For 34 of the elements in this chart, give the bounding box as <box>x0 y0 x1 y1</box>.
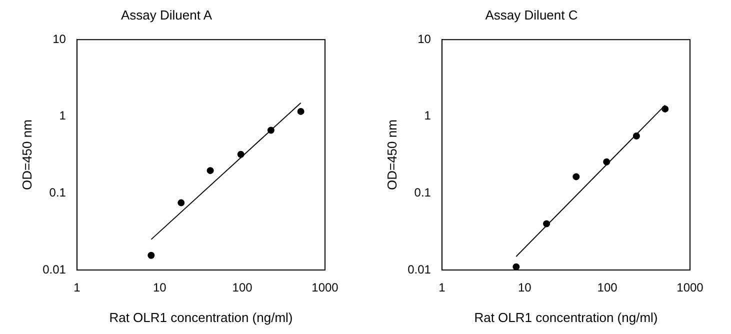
x-axis-title: Rat OLR1 concentration (ng/ml) <box>474 310 658 325</box>
x-axis-title: Rat OLR1 concentration (ng/ml) <box>109 310 293 325</box>
x-tick-label: 100 <box>232 280 253 295</box>
y-tick-label: 0.01 <box>408 262 432 276</box>
x-tick-label: 10 <box>518 280 532 295</box>
point <box>603 158 610 166</box>
chart-title: Assay Diluent C <box>485 7 578 22</box>
y-axis-title: OD=450 nm <box>19 120 34 190</box>
point <box>572 173 580 180</box>
y-axis-title: OD=450 nm <box>384 120 400 190</box>
chart-title: Assay Diluent A <box>120 7 212 22</box>
point <box>206 167 214 174</box>
y-tick-label: 10 <box>418 32 432 46</box>
y-tick-label: 0.01 <box>42 262 66 276</box>
y-tick-label: 10 <box>52 32 66 46</box>
y-tick-label: 0.1 <box>414 186 432 200</box>
point <box>543 220 550 228</box>
y-tick-label: 0.1 <box>49 186 66 200</box>
x-tick-label: 1000 <box>312 280 339 295</box>
x-tick-label: 1000 <box>676 280 704 295</box>
point <box>662 105 669 112</box>
x-tick-label: 1 <box>438 280 446 295</box>
point <box>148 252 155 259</box>
point <box>237 150 244 158</box>
point <box>178 199 185 206</box>
x-tick-label: 100 <box>597 280 618 295</box>
y-tick-label: 1 <box>59 108 66 123</box>
x-tick-label: 1 <box>74 280 81 295</box>
x-tick-label: 10 <box>152 280 167 295</box>
point <box>297 108 304 115</box>
point <box>267 126 274 134</box>
y-tick-label: 1 <box>424 108 432 123</box>
point <box>632 132 640 140</box>
point <box>512 263 520 270</box>
